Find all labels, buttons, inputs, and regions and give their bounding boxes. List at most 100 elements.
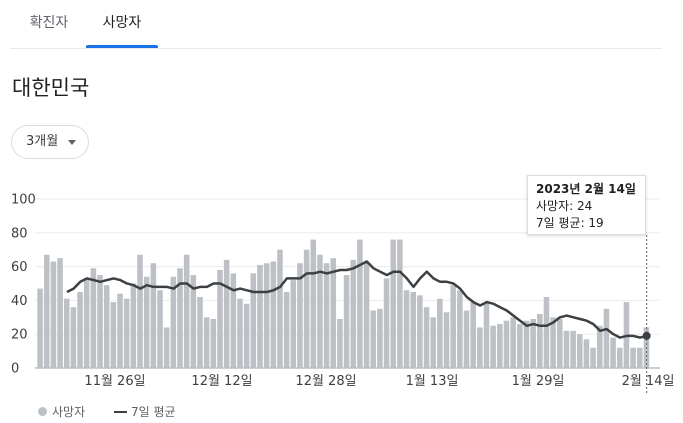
bar[interactable]	[110, 302, 117, 368]
bar[interactable]	[577, 334, 583, 368]
bar[interactable]	[596, 325, 603, 368]
chart-bars	[37, 239, 650, 369]
bar[interactable]	[410, 291, 416, 368]
bar[interactable]	[450, 285, 456, 368]
bar[interactable]	[630, 347, 636, 368]
bar[interactable]	[470, 302, 476, 368]
bar[interactable]	[303, 249, 310, 368]
bar[interactable]	[583, 339, 590, 368]
bar[interactable]	[457, 290, 463, 368]
bar[interactable]	[557, 318, 563, 368]
tab-confirmed[interactable]: 확진자	[29, 15, 69, 31]
bar[interactable]	[363, 263, 370, 368]
bar[interactable]	[477, 327, 483, 368]
bar[interactable]	[203, 317, 210, 368]
bar[interactable]	[137, 254, 143, 368]
y-tick-label: 80	[11, 226, 28, 241]
bar[interactable]	[277, 249, 283, 368]
bar[interactable]	[57, 258, 63, 368]
bar[interactable]	[636, 347, 643, 368]
bar[interactable]	[423, 307, 430, 368]
bar[interactable]	[350, 259, 357, 368]
bar[interactable]	[270, 261, 277, 368]
bar[interactable]	[550, 317, 556, 368]
bar[interactable]	[190, 275, 197, 368]
bar[interactable]	[37, 288, 43, 368]
bar[interactable]	[77, 291, 83, 368]
chart-x-axis-labels: 11월 26일 12월 12일 12월 28일 1월 13일 1월 29일 2월 14일	[84, 374, 674, 389]
bar[interactable]	[437, 298, 443, 368]
bar[interactable]	[463, 310, 470, 368]
x-tick-label: 1월 13일	[406, 374, 459, 389]
bar[interactable]	[70, 307, 77, 368]
bar[interactable]	[157, 290, 163, 368]
bar[interactable]	[210, 318, 217, 368]
bar[interactable]	[177, 268, 183, 368]
bar[interactable]	[370, 310, 377, 368]
bar[interactable]	[150, 263, 157, 368]
bar[interactable]	[523, 320, 530, 368]
bar[interactable]	[503, 320, 510, 368]
bar[interactable]	[337, 318, 343, 368]
bar[interactable]	[403, 290, 410, 368]
bar[interactable]	[497, 324, 503, 368]
bar[interactable]	[143, 276, 150, 368]
bar[interactable]	[343, 275, 350, 368]
bar[interactable]	[517, 324, 523, 368]
bar[interactable]	[390, 239, 397, 368]
bar[interactable]	[430, 317, 436, 368]
bar[interactable]	[443, 312, 450, 368]
bar[interactable]	[257, 264, 263, 368]
bar[interactable]	[290, 280, 297, 368]
bar[interactable]	[97, 275, 103, 368]
bar[interactable]	[590, 347, 596, 368]
bar[interactable]	[197, 297, 203, 368]
bar[interactable]	[483, 302, 490, 368]
bar[interactable]	[383, 278, 390, 368]
bar[interactable]	[243, 303, 250, 368]
bar[interactable]	[543, 297, 550, 368]
bar[interactable]	[263, 263, 270, 368]
bar[interactable]	[83, 280, 90, 368]
bar[interactable]	[417, 295, 423, 368]
bar[interactable]	[43, 254, 50, 368]
bar[interactable]	[230, 273, 237, 368]
bar[interactable]	[330, 258, 337, 368]
bar[interactable]	[616, 347, 623, 368]
bar[interactable]	[537, 313, 543, 368]
bar[interactable]	[183, 254, 190, 368]
bar[interactable]	[250, 273, 257, 368]
bar[interactable]	[223, 259, 230, 368]
bar[interactable]	[63, 298, 70, 368]
y-tick-label: 0	[11, 362, 19, 377]
bar[interactable]	[610, 337, 616, 368]
bar[interactable]	[237, 298, 243, 368]
bar[interactable]	[357, 239, 363, 368]
bar[interactable]	[297, 263, 303, 368]
bar[interactable]	[570, 330, 576, 368]
bar[interactable]	[117, 293, 123, 368]
bar[interactable]	[130, 283, 137, 369]
legend-bar-swatch	[38, 407, 47, 416]
bar[interactable]	[490, 325, 496, 368]
tab-deaths[interactable]: 사망자	[86, 0, 158, 48]
bar[interactable]	[217, 269, 223, 368]
bar[interactable]	[510, 317, 516, 368]
bar[interactable]	[123, 298, 130, 368]
bar[interactable]	[170, 276, 177, 368]
bar[interactable]	[90, 268, 97, 368]
bar[interactable]	[397, 239, 403, 368]
bar[interactable]	[530, 318, 536, 368]
bar[interactable]	[377, 308, 383, 368]
bar[interactable]	[163, 327, 170, 368]
deaths-chart[interactable]: 0 20 40 60 80 100 11월 26일 12월 12일 12월 28일 1월 13일…	[0, 175, 683, 395]
bar[interactable]	[50, 261, 57, 368]
period-dropdown[interactable]: 3개월	[11, 125, 89, 159]
bar[interactable]	[603, 308, 610, 368]
bar[interactable]	[317, 254, 323, 368]
bar[interactable]	[283, 291, 290, 368]
bar[interactable]	[103, 285, 110, 368]
bar[interactable]	[323, 263, 330, 368]
bar[interactable]	[310, 239, 317, 368]
bar[interactable]	[563, 330, 570, 368]
